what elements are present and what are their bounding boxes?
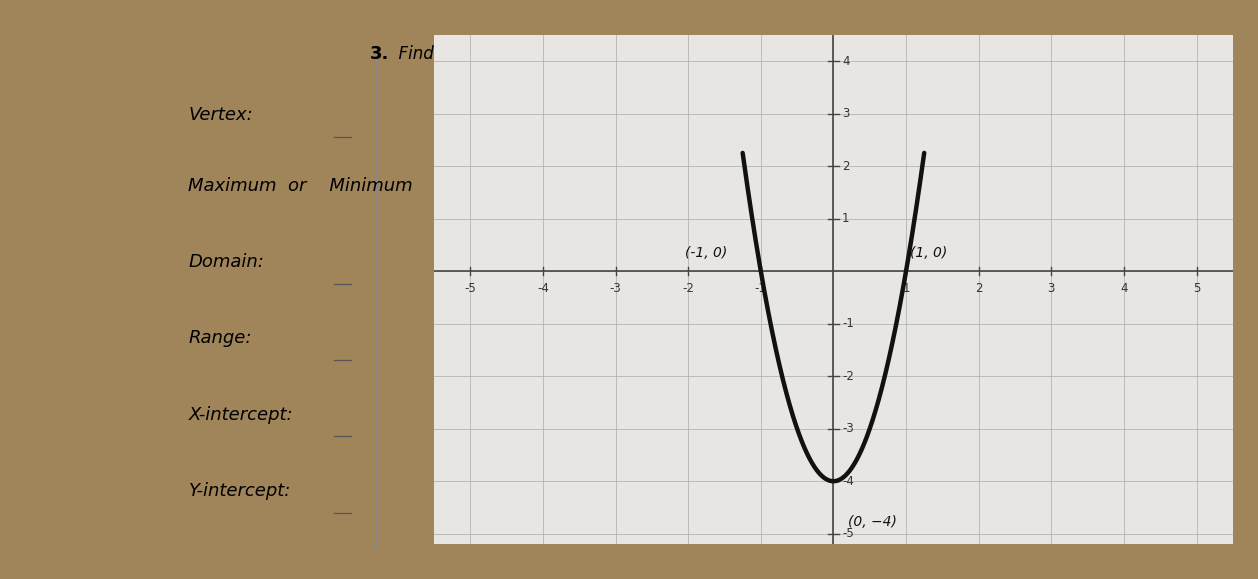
Text: (-1, 0): (-1, 0) — [684, 245, 727, 259]
Text: Y-intercept:: Y-intercept: — [189, 482, 291, 500]
Text: 1: 1 — [842, 212, 849, 225]
Text: Vertex:: Vertex: — [189, 107, 253, 124]
Text: 5: 5 — [1193, 281, 1200, 295]
Text: 3: 3 — [842, 107, 849, 120]
Text: (1, 0): (1, 0) — [910, 245, 947, 259]
Text: -1: -1 — [842, 317, 854, 330]
Text: 2: 2 — [975, 281, 982, 295]
Text: -1: -1 — [755, 281, 766, 295]
Text: -5: -5 — [464, 281, 477, 295]
Text: -4: -4 — [537, 281, 548, 295]
Text: 4: 4 — [842, 54, 849, 68]
Text: Find the attributes of the exponential function: Find the attributes of the exponential f… — [387, 45, 782, 63]
Text: X-intercept:: X-intercept: — [189, 406, 293, 424]
Text: -5: -5 — [842, 527, 854, 540]
Text: -3: -3 — [842, 422, 854, 435]
Text: Range:: Range: — [189, 329, 252, 347]
Text: -2: -2 — [682, 281, 694, 295]
Text: -3: -3 — [610, 281, 621, 295]
Text: (0, −4): (0, −4) — [848, 515, 897, 529]
Text: 1: 1 — [902, 281, 910, 295]
Text: Maximum  or    Minimum: Maximum or Minimum — [189, 177, 413, 195]
Text: 4: 4 — [1120, 281, 1127, 295]
Text: 3: 3 — [1048, 281, 1055, 295]
Text: -2: -2 — [842, 369, 854, 383]
Text: Domain:: Domain: — [189, 253, 264, 272]
Text: 2: 2 — [842, 160, 849, 173]
Text: -4: -4 — [842, 475, 854, 488]
Text: 3.: 3. — [370, 45, 389, 63]
